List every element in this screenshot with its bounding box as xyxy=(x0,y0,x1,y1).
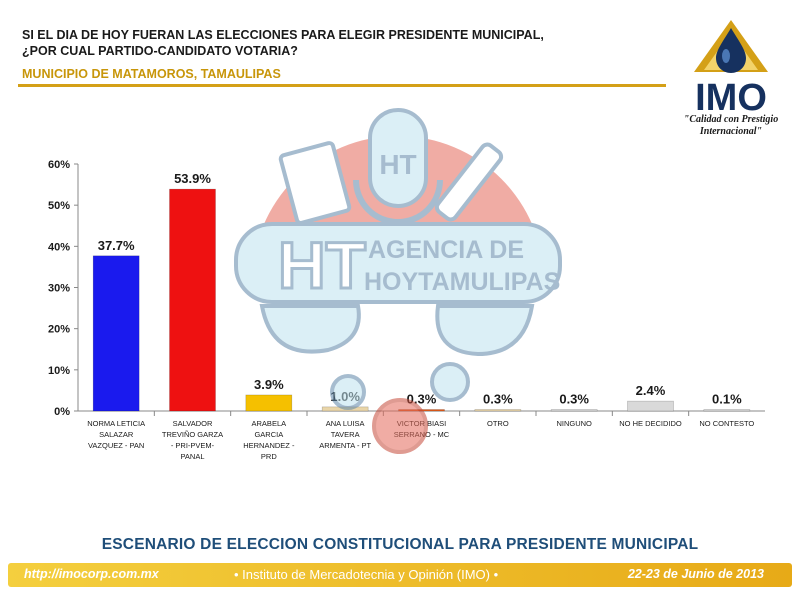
bar xyxy=(92,255,140,412)
bar-value-label: 3.9% xyxy=(254,377,284,392)
x-tick-label: VICTOR BIASI SERRANO - MC xyxy=(394,419,450,439)
y-tick-label: 40% xyxy=(48,241,70,253)
y-tick-label: 50% xyxy=(48,200,70,212)
y-tick-label: 10% xyxy=(48,365,70,377)
scenario-title: ESCENARIO DE ELECCION CONSTITUCIONAL PAR… xyxy=(101,536,699,553)
bar xyxy=(627,400,674,412)
y-tick-label: 30% xyxy=(48,283,70,295)
logo-tagline-line-1: "Calidad con Prestigio xyxy=(683,114,779,125)
question-line-1: SI EL DIA DE HOY FUERAN LAS ELECCIONES P… xyxy=(22,28,544,42)
bar xyxy=(169,188,216,412)
bar-value-label: 37.7% xyxy=(98,238,135,253)
x-tick-label: NORMA LETICIA SALAZAR VAZQUEZ - PAN xyxy=(87,419,145,450)
imo-logo-mark: IMO xyxy=(694,20,768,119)
bar-value-label: 1.0% xyxy=(330,389,360,404)
y-tick-label: 20% xyxy=(48,324,70,336)
question-line-2: ¿POR CUAL PARTIDO-CANDIDATO VOTARIA? xyxy=(22,44,298,58)
footer-url[interactable]: http://imocorp.com.mx xyxy=(24,567,159,581)
y-tick-label: 0% xyxy=(54,406,70,418)
header-divider xyxy=(18,84,666,87)
x-tick-label: SALVADOR TREVIÑO GARZA - PRI-PVEM-PANAL xyxy=(162,419,223,461)
logo-wordmark: IMO xyxy=(695,77,767,114)
x-tick-label: NINGUNO xyxy=(556,419,592,428)
footer-bar: http://imocorp.com.mx • Instituto de Mer… xyxy=(8,563,792,587)
municipality-subtitle: MUNICIPIO DE MATAMOROS, TAMAULIPAS xyxy=(22,67,281,81)
bar-value-label: 53.9% xyxy=(174,171,211,186)
x-tick-label: NO HE DECIDIDO xyxy=(619,419,682,428)
bar xyxy=(245,394,293,412)
footer-date: 22-23 de Junio de 2013 xyxy=(627,567,764,581)
logo-tagline: "Calidad con Prestigio Internacional" xyxy=(672,114,790,138)
survey-question: SI EL DIA DE HOY FUERAN LAS ELECCIONES P… xyxy=(22,27,622,59)
imo-logo: IMO "Calidad con Prestigio Internacional… xyxy=(672,18,790,153)
footer-institute: • Instituto de Mercadotecnia y Opinión (… xyxy=(234,567,499,582)
bar-value-label: 0.1% xyxy=(712,392,742,407)
bar xyxy=(703,409,751,412)
logo-drop-icon xyxy=(716,28,746,73)
y-tick-label: 60% xyxy=(48,159,70,171)
bar-value-label: 0.3% xyxy=(407,392,437,407)
bar xyxy=(550,409,598,412)
bar-value-label: 0.3% xyxy=(483,392,513,407)
x-tick-label: OTRO xyxy=(487,419,509,428)
bar-value-label: 2.4% xyxy=(636,383,666,398)
vote-bar-chart: 0% 10% 20% 30% 40% 50% 60% 37.7% NORMA LETICIA SA… xyxy=(48,159,765,461)
x-tick-label: ARABELA GARCIA HERNANDEZ -PRD xyxy=(243,419,295,461)
bar xyxy=(321,406,369,412)
logo-tagline-line-2: Internacional" xyxy=(699,126,763,137)
bar xyxy=(474,409,522,412)
bar xyxy=(398,409,445,412)
bar-value-label: 0.3% xyxy=(559,392,589,407)
x-tick-label: ANA LUISA TAVERA ARMENTA - PT xyxy=(319,419,371,450)
x-tick-label: NO CONTESTO xyxy=(699,419,754,428)
